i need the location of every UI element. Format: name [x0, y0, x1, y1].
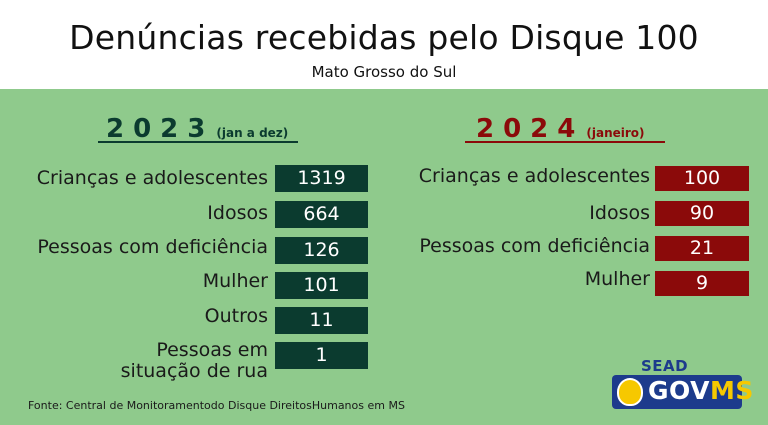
- underline-2023: [98, 141, 298, 143]
- row-label: Pessoas com deficiência: [419, 235, 650, 257]
- page-subtitle: Mato Grosso do Sul: [311, 63, 457, 81]
- header-band: Denúncias recebidas pelo Disque 100 Mato…: [0, 0, 768, 89]
- value-box: 100: [655, 166, 749, 191]
- right-row: Mulher: [380, 268, 650, 295]
- year-heading-2023: 2023 (jan a dez): [106, 114, 288, 144]
- row-label: Mulher: [584, 268, 650, 290]
- row-label-line2: situação de rua: [120, 360, 268, 382]
- left-row: Pessoas com deficiência: [0, 236, 268, 263]
- value-box: 1: [275, 342, 368, 369]
- value-box: 90: [655, 201, 749, 226]
- page-title: Denúncias recebidas pelo Disque 100: [69, 18, 699, 57]
- value-box: 664: [275, 201, 368, 228]
- govms-logo: GOVMS: [612, 375, 753, 409]
- value-box: 21: [655, 236, 749, 261]
- range-2023: (jan a dez): [216, 126, 289, 140]
- row-label: Crianças e adolescentes: [418, 165, 650, 187]
- logo-wordmark: GOVMS: [648, 376, 754, 405]
- left-row: Idosos: [0, 200, 268, 227]
- row-label: Idosos: [207, 202, 268, 224]
- row-label-line1: Pessoas em: [156, 339, 268, 361]
- logo-gov-text: GOV: [648, 376, 710, 405]
- right-row: Crianças e adolescentes: [380, 165, 650, 192]
- row-label: Outros: [204, 305, 268, 327]
- year-2024: 2024: [476, 114, 585, 144]
- right-row: Idosos: [380, 200, 650, 227]
- value-box: 9: [655, 271, 749, 296]
- sead-logo-text: SEAD: [641, 357, 689, 375]
- row-label: Mulher: [202, 270, 268, 292]
- underline-2024: [465, 141, 665, 143]
- left-row: Mulher: [0, 270, 268, 297]
- row-label: Pessoas com deficiência: [37, 236, 268, 258]
- logo-ms-text: MS: [709, 376, 754, 405]
- left-row: Pessoas em situação de rua: [0, 339, 268, 383]
- value-box: 101: [275, 272, 368, 299]
- left-row: Outros: [0, 305, 268, 332]
- source-note: Fonte: Central de Monitoramentodo Disque…: [28, 399, 405, 412]
- value-box: 1319: [275, 165, 368, 192]
- year-2023: 2023: [106, 114, 215, 144]
- row-label: Idosos: [589, 202, 650, 224]
- ms-state-seal-icon: [617, 378, 643, 406]
- left-row: Crianças e adolescentes: [0, 165, 268, 192]
- value-box: 126: [275, 237, 368, 264]
- year-heading-2024: 2024 (janeiro): [476, 114, 645, 144]
- range-2024: (janeiro): [586, 126, 645, 140]
- value-box: 11: [275, 307, 368, 334]
- right-row: Pessoas com deficiência: [380, 235, 650, 262]
- row-label: Crianças e adolescentes: [36, 167, 268, 189]
